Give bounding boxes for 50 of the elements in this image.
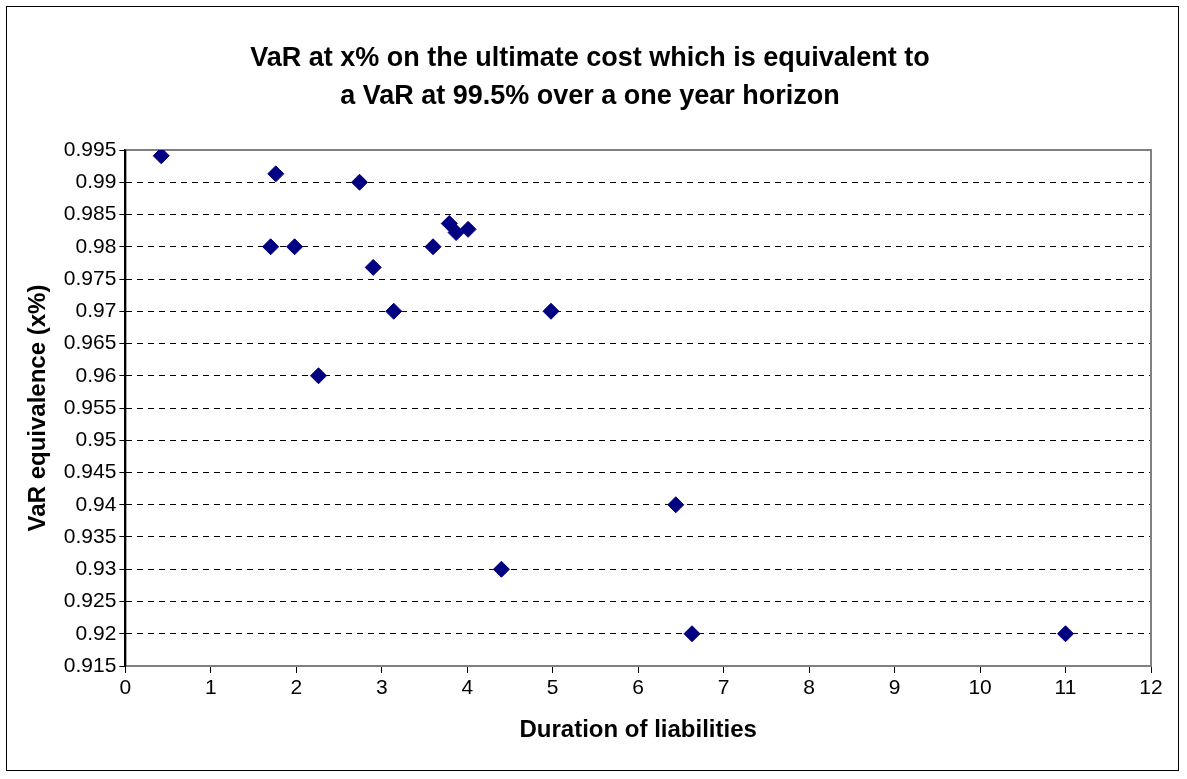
- point: [683, 625, 701, 643]
- y-tick-label: 0.975: [63, 265, 117, 289]
- x-tick-label: 10: [968, 675, 992, 699]
- y-tick-label: 0.98: [75, 233, 117, 257]
- y-tick-label: 0.915: [63, 652, 117, 676]
- x-tick-label: 5: [546, 675, 559, 699]
- point: [267, 165, 285, 183]
- x-tick-label: 7: [717, 675, 730, 699]
- point: [152, 150, 170, 165]
- y-tick-label: 0.935: [63, 523, 117, 547]
- x-tick-label: 1: [204, 675, 217, 699]
- x-tick-label: 4: [461, 675, 474, 699]
- y-axis-title: VaR equivalence (x%): [23, 284, 51, 532]
- point: [492, 560, 510, 578]
- point: [1057, 625, 1075, 643]
- x-tick-label: 11: [1054, 675, 1077, 699]
- x-tick-label: 6: [632, 675, 645, 699]
- x-axis-title: Duration of liabilities: [519, 715, 757, 743]
- y-tick-label: 0.925: [63, 588, 117, 612]
- point: [286, 238, 304, 256]
- x-tick-label: 0: [119, 675, 132, 699]
- point: [364, 258, 382, 276]
- x-tick-label: 3: [375, 675, 388, 699]
- y-tick-label: 0.985: [63, 201, 117, 225]
- y-tick-label: 0.995: [63, 136, 117, 160]
- y-tick-label: 0.96: [75, 362, 117, 386]
- y-tick-label: 0.945: [63, 459, 117, 483]
- point: [459, 220, 477, 238]
- point: [385, 302, 403, 320]
- point: [424, 238, 442, 256]
- y-tick-label: 0.93: [75, 556, 117, 580]
- y-tick-label: 0.94: [75, 491, 117, 515]
- y-tick-label: 0.99: [75, 169, 117, 193]
- point: [262, 238, 280, 256]
- x-tick-label: 8: [803, 675, 815, 699]
- x-tick-label: 2: [290, 675, 303, 699]
- point: [440, 215, 458, 233]
- x-tick-label: 9: [888, 675, 901, 699]
- point: [351, 173, 369, 191]
- point: [667, 496, 685, 514]
- y-tick-label: 0.97: [75, 298, 117, 322]
- y-tick-label: 0.92: [75, 620, 117, 644]
- y-tick-label: 0.965: [63, 330, 117, 354]
- point: [310, 367, 328, 385]
- chart-title: VaR at x% on the ultimate cost which is equivalent to a VaR at 99.5% over a one year horizon: [250, 41, 930, 112]
- y-tick-label: 0.955: [63, 394, 117, 418]
- x-tick-label: 12: [1139, 675, 1163, 699]
- y-tick-label: 0.95: [75, 427, 117, 451]
- point: [447, 224, 465, 242]
- point: [542, 302, 560, 320]
